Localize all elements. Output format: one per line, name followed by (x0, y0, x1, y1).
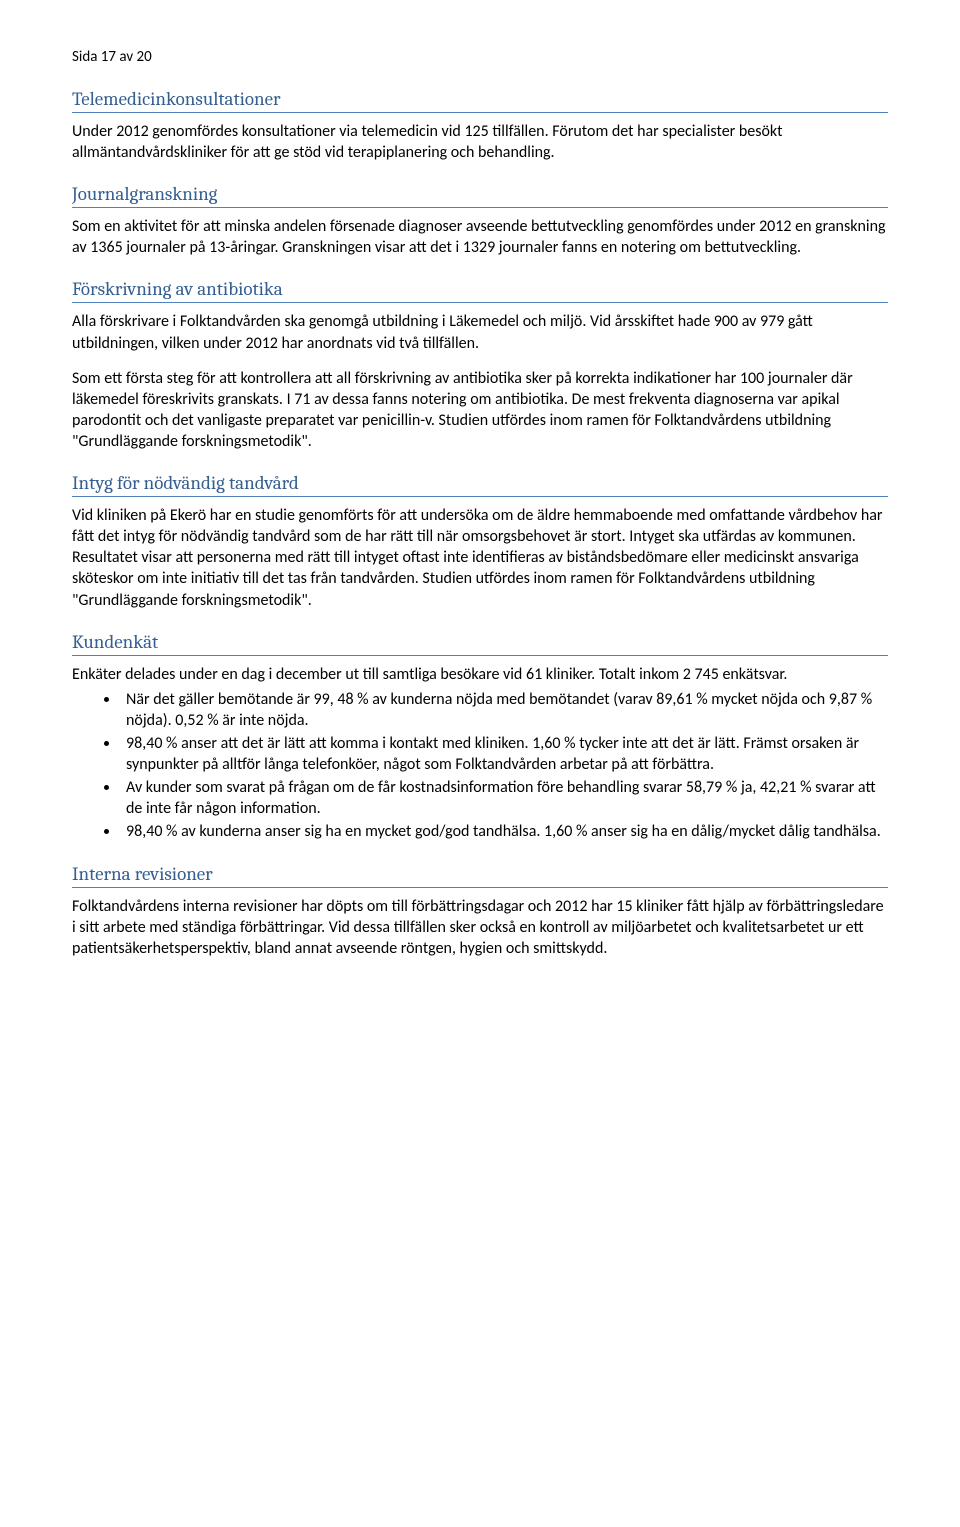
list-item: 98,40 % av kunderna anser sig ha en myck… (120, 821, 888, 842)
paragraph-kundenkat-1: Enkäter delades under en dag i december … (72, 664, 888, 685)
heading-intyg: Intyg för nödvändig tandvård (72, 472, 888, 497)
heading-interna-revisioner: Interna revisioner (72, 863, 888, 888)
list-item: När det gäller bemötande är 99, 48 % av … (120, 689, 888, 731)
list-item: Av kunder som svarat på frågan om de får… (120, 777, 888, 819)
page-number-header: Sida 17 av 20 (72, 48, 888, 66)
paragraph-forskrivning-2: Som ett första steg för att kontrollera … (72, 368, 888, 452)
heading-forskrivning: Förskrivning av antibiotika (72, 278, 888, 303)
page-container: Sida 17 av 20 Telemedicinkonsultationer … (0, 0, 960, 1021)
paragraph-forskrivning-1: Alla förskrivare i Folktandvården ska ge… (72, 311, 888, 353)
heading-telemedicin: Telemedicinkonsultationer (72, 88, 888, 113)
paragraph-telemedicin-1: Under 2012 genomfördes konsultationer vi… (72, 121, 888, 163)
heading-journalgranskning: Journalgranskning (72, 183, 888, 208)
paragraph-journal-1: Som en aktivitet för att minska andelen … (72, 216, 888, 258)
heading-kundenkat: Kundenkät (72, 631, 888, 656)
paragraph-interna-1: Folktandvårdens interna revisioner har d… (72, 896, 888, 959)
kundenkat-bullet-list: När det gäller bemötande är 99, 48 % av … (72, 689, 888, 843)
list-item: 98,40 % anser att det är lätt att komma … (120, 733, 888, 775)
paragraph-intyg-1: Vid kliniken på Ekerö har en studie geno… (72, 505, 888, 611)
